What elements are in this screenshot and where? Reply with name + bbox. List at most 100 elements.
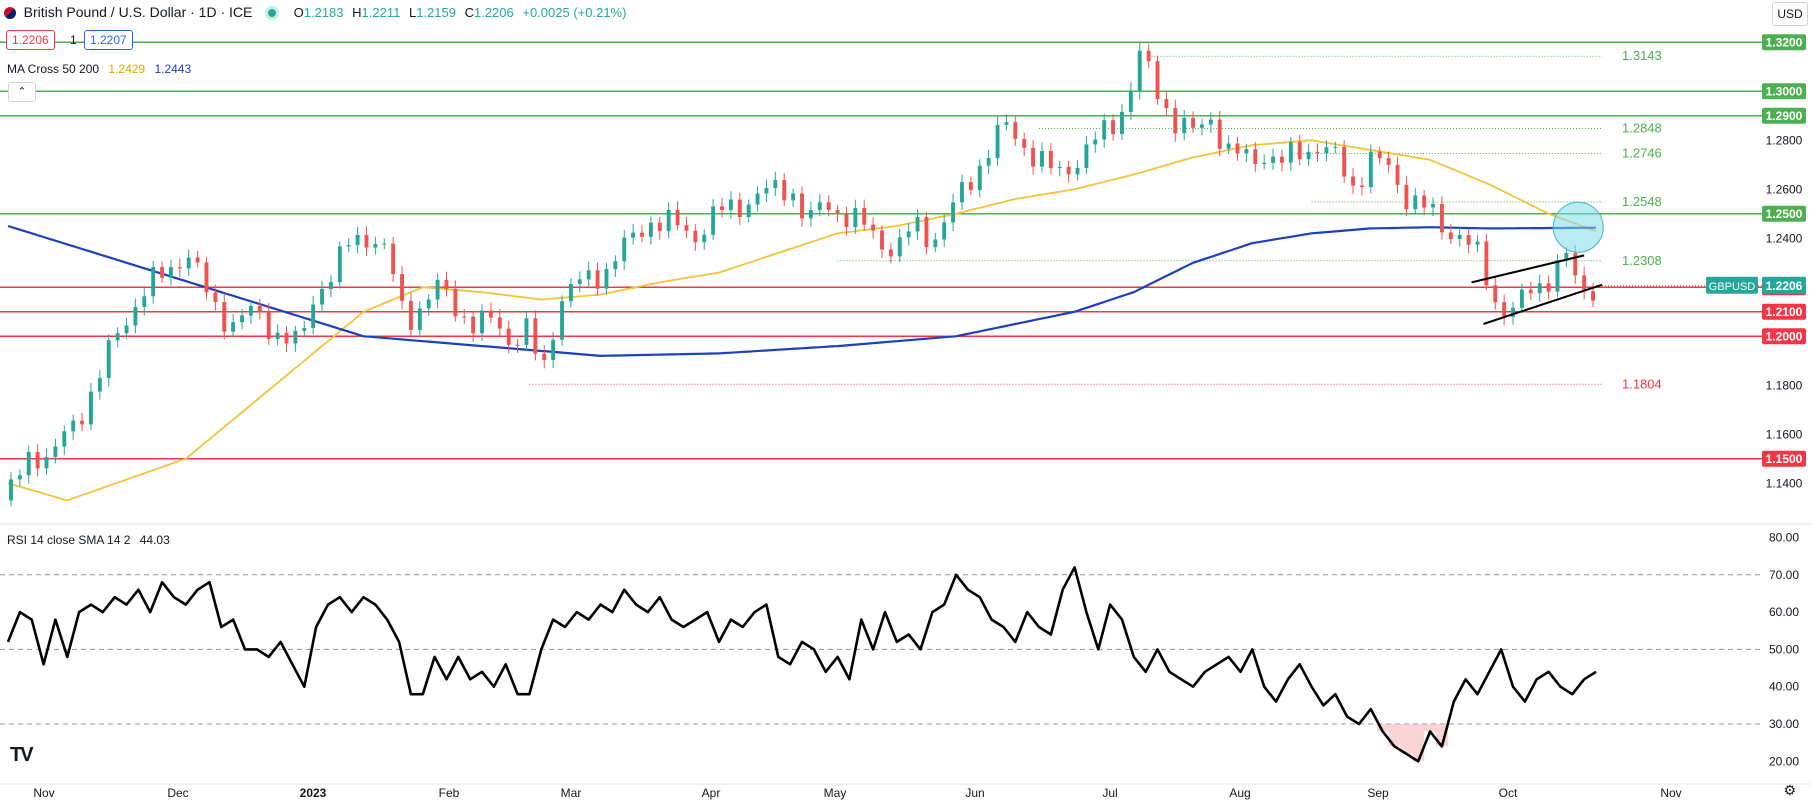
candle-body xyxy=(880,230,884,250)
candle-body xyxy=(115,333,120,341)
candle xyxy=(1031,139,1036,175)
candle-body xyxy=(124,325,129,334)
candle xyxy=(773,171,778,196)
candle xyxy=(62,425,67,455)
candle-body xyxy=(44,457,49,469)
ask-button[interactable]: 1.2207 xyxy=(84,30,133,50)
channel-lower-line[interactable] xyxy=(1483,283,1603,325)
candle-body xyxy=(968,182,973,190)
candle xyxy=(453,280,458,322)
candle xyxy=(1537,274,1542,302)
candle xyxy=(648,216,653,245)
candle xyxy=(151,260,156,304)
price-level-tag xyxy=(1762,83,1806,100)
candle-body xyxy=(1324,147,1329,154)
candle xyxy=(1048,143,1053,175)
price-axis-tick: 1.2800 xyxy=(1766,133,1803,147)
candle-body xyxy=(204,262,209,293)
ma-legend[interactable]: MA Cross 50 200 1.2429 1.2443 xyxy=(7,62,191,76)
candle xyxy=(177,258,182,277)
tradingview-logo[interactable]: TV xyxy=(10,744,34,766)
candle-body xyxy=(168,267,173,278)
candle xyxy=(800,186,804,227)
candle-body xyxy=(1191,118,1196,128)
candle xyxy=(337,241,342,289)
candle-body xyxy=(1519,289,1524,308)
fib-level-label: 1.2308 xyxy=(1622,253,1662,268)
currency-button[interactable]: USD xyxy=(1772,2,1808,26)
price-level-tag-label: 1.3200 xyxy=(1766,35,1803,49)
candle-body xyxy=(151,267,156,297)
gear-icon[interactable]: ⚙ xyxy=(1783,782,1796,798)
channel-upper-line[interactable] xyxy=(1471,254,1585,284)
candle xyxy=(1564,247,1569,268)
high-value: 1.2211 xyxy=(361,5,401,20)
candle-body xyxy=(1422,195,1427,208)
candle xyxy=(1324,140,1329,162)
candle-body xyxy=(400,274,404,301)
candle-body xyxy=(711,206,716,235)
candle-body xyxy=(106,340,111,379)
open-label: O xyxy=(293,5,304,20)
rsi-legend[interactable]: RSI 14 close SMA 14 2 44.03 xyxy=(7,533,170,547)
candle xyxy=(26,445,31,484)
candle-body xyxy=(1146,50,1151,62)
candle xyxy=(1466,229,1471,254)
collapse-button[interactable]: ⌃ xyxy=(8,82,36,102)
candle-body xyxy=(71,420,76,432)
candle-body xyxy=(1395,164,1400,185)
candle-body xyxy=(613,261,618,269)
fib-level-label: 1.2746 xyxy=(1622,145,1662,160)
candle-body xyxy=(1120,111,1124,135)
candle xyxy=(133,298,138,334)
bid-button[interactable]: 1.2206 xyxy=(6,30,55,50)
candle xyxy=(222,293,227,340)
candle xyxy=(1484,233,1489,291)
candle xyxy=(968,176,973,196)
ma-cross-highlight[interactable] xyxy=(1552,201,1604,253)
candle xyxy=(1013,116,1018,146)
candle xyxy=(168,259,173,286)
candle-body xyxy=(275,332,280,339)
candle-body xyxy=(906,231,911,238)
candle xyxy=(1093,131,1098,153)
candle xyxy=(1173,99,1178,142)
candle xyxy=(524,312,529,351)
candle-body xyxy=(808,210,813,219)
candle-body xyxy=(604,268,609,289)
candle xyxy=(1137,42,1142,100)
candle xyxy=(302,320,307,338)
rsi-line xyxy=(6,566,1597,763)
candle xyxy=(115,327,120,348)
time-axis-tick: Sep xyxy=(1367,786,1389,800)
candle-body xyxy=(391,243,396,275)
symbol-title[interactable]: British Pound / U.S. Dollar · 1D · ICE xyxy=(23,4,253,20)
candle-body xyxy=(1484,241,1489,286)
candle xyxy=(142,288,147,316)
candle-body xyxy=(1279,156,1284,163)
candle-body xyxy=(862,208,867,225)
candle xyxy=(17,469,22,486)
candle xyxy=(568,277,573,308)
rsi-value: 44.03 xyxy=(139,533,170,547)
candle xyxy=(426,294,431,317)
candle xyxy=(586,261,591,288)
candle-body xyxy=(195,257,200,263)
candle-body xyxy=(1448,232,1453,240)
candle-body xyxy=(480,310,484,334)
candle xyxy=(1182,109,1187,141)
candle xyxy=(622,229,627,270)
candle-body xyxy=(222,302,227,332)
candle-body xyxy=(248,305,253,316)
candle xyxy=(1395,156,1400,194)
candle-body xyxy=(1404,184,1409,210)
candle-body xyxy=(1493,285,1498,303)
candle xyxy=(346,238,351,253)
candle-body xyxy=(35,451,40,469)
rsi-axis-tick: 70.00 xyxy=(1769,568,1799,582)
candle xyxy=(1057,160,1062,177)
candle xyxy=(1342,139,1347,183)
candle-body xyxy=(586,270,591,280)
time-axis-tick: Dec xyxy=(167,786,188,800)
